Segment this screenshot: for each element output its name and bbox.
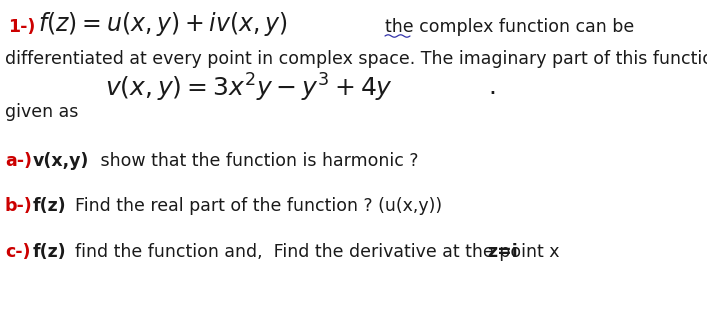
Text: v(x,y): v(x,y) [33,152,89,170]
Text: a-): a-) [5,152,32,170]
Text: 1-): 1-) [8,18,35,36]
Text: z=i: z=i [487,243,518,261]
Text: f(z): f(z) [33,197,66,215]
Text: b-): b-) [5,197,33,215]
Text: given as: given as [5,103,78,121]
Text: $f(z) = u(x, y) + iv(x, y)$: $f(z) = u(x, y) + iv(x, y)$ [38,10,288,38]
Text: the complex function can be: the complex function can be [385,18,634,36]
Text: f(z): f(z) [33,243,66,261]
Text: Find the real part of the function ? (u(x,y)): Find the real part of the function ? (u(… [64,197,442,215]
Text: find the function and,  Find the derivative at the point x: find the function and, Find the derivati… [64,243,565,261]
Text: show that the function is harmonic ?: show that the function is harmonic ? [95,152,419,170]
Text: $v(x, y) = 3x^2y - y^3 + 4y$: $v(x, y) = 3x^2y - y^3 + 4y$ [105,72,393,104]
Text: c-): c-) [5,243,30,261]
Text: .: . [488,75,496,99]
Text: differentiated at every point in complex space. The imaginary part of this funct: differentiated at every point in complex… [5,50,707,68]
